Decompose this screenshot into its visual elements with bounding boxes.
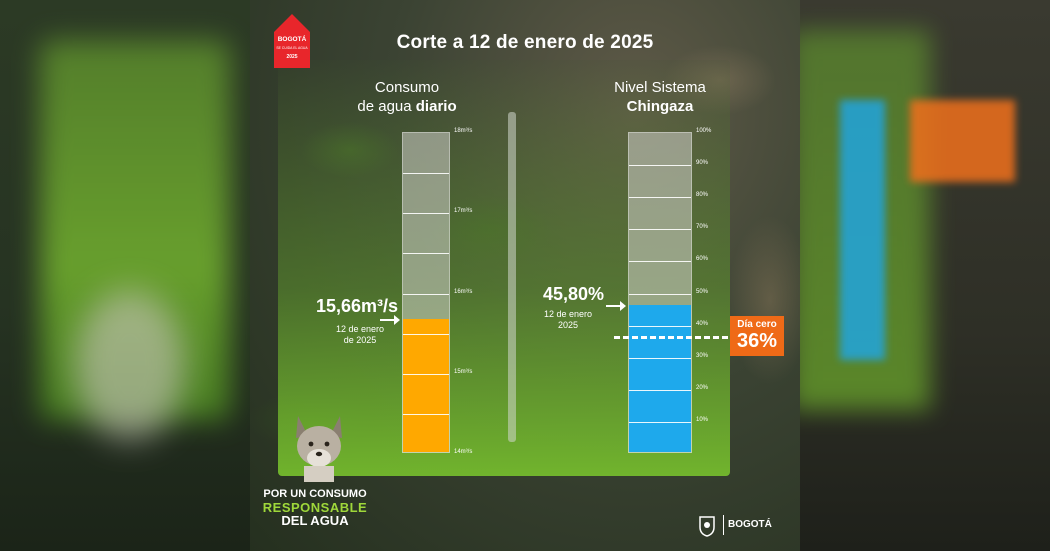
left-heading-line1: Consumo [374,79,440,96]
dia-cero-badge: Día cero 36% [730,316,784,356]
tick-label: 30% [696,352,709,359]
nivel-date-line1: 12 de enero [543,309,593,319]
tick-label: 10% [696,416,709,423]
dia-cero-dashed-line [614,336,728,340]
gauge-tick-line [629,261,691,263]
infographic-poster: BOGOTÁ SE CUIDA EL AGUA 2025 Corte a 12 … [250,0,800,551]
gauge-tick-line [629,197,691,199]
right-heading-line1: Nivel Sistema [614,79,706,96]
tick-label: 50% [696,288,709,295]
gauge-tick-line [629,165,691,167]
tick-label: 18m³/s [454,128,473,134]
left-heading-bold: diario [415,98,457,115]
right-chart-heading: Nivel Sistema Chingaza [595,78,725,116]
gauge-tick-line [629,229,691,231]
tick-label: 14m³/s [454,449,473,455]
footer-brand: BOGOTÁ [728,519,772,530]
blurred-gauge [840,100,885,360]
consumo-date-line2: de 2025 [343,335,377,345]
bogota-house-logo: BOGOTÁ SE CUIDA EL AGUA 2025 [274,14,310,68]
nivel-date: 12 de enero 2025 [528,309,608,331]
tick-label: 15m³/s [454,368,473,375]
gauge-tick-line [629,325,691,327]
nivel-pointer-arrow [606,300,626,311]
consumo-gauge [402,132,450,453]
tick-label: 17m³/s [454,208,473,215]
andean-fox-image [296,416,342,482]
dia-cero-value: 36% [736,330,778,352]
consumo-gauge-fill [403,318,449,452]
nivel-gauge-fill [629,304,691,452]
gauge-tick-line [403,413,449,415]
blurred-animal [75,290,185,440]
logo-house-text: BOGOTÁ [278,34,307,43]
right-heading-bold: Chingaza [626,98,694,115]
tick-label: 16m³/s [454,288,473,295]
footer-separator [723,515,724,535]
gauge-tick-line [403,213,449,215]
left-heading-prefix: de agua [357,98,416,115]
left-chart-heading: Consumo de agua diario [342,78,472,116]
tick-label: 20% [696,384,709,391]
gauge-tick-line [629,421,691,423]
logo-house-year: 2025 [286,54,297,60]
tick-label: 100% [696,128,712,134]
gauge-tick-line [403,333,449,335]
nivel-date-line2: 2025 [557,320,579,330]
consumo-date-line1: 12 de enero [335,324,385,334]
gauge-tick-line [403,173,449,175]
dia-cero-label: Día cero [737,319,777,330]
tick-label: 90% [696,160,709,167]
slogan-line3: DEL AGUA [281,513,349,528]
gauge-tick-line [629,357,691,359]
page-title: Corte a 12 de enero de 2025 [396,32,654,53]
blurred-badge [910,100,1015,182]
tick-label: 40% [696,320,709,327]
background-right-blur [800,0,1050,551]
consumo-value: 15,66m³/s [315,296,398,316]
right-heading-line2: Chingaza [595,97,725,116]
tick-label: 80% [696,192,709,199]
background-left-blur [0,0,250,551]
bogota-shield-icon [699,516,715,537]
slogan: POR UN CONSUMO RESPONSABLE DEL AGUA [260,488,370,527]
consumo-pointer-arrow [380,314,400,325]
consumo-date: 12 de enero de 2025 [310,324,410,346]
gauge-tick-line [403,293,449,295]
gauge-tick-line [403,253,449,255]
center-divider [508,112,516,442]
nivel-value: 45,80% [542,284,604,304]
gauge-tick-line [629,389,691,391]
gauge-tick-line [629,293,691,295]
left-heading-line2: de agua diario [342,97,472,116]
slogan-line1: POR UN CONSUMO [263,488,367,500]
gauge-tick-line [403,373,449,375]
logo-house-sub: SE CUIDA EL AGUA [276,46,308,50]
tick-label: 70% [696,224,709,231]
nivel-gauge [628,132,692,453]
tick-label: 60% [696,256,709,263]
slogan-line2: RESPONSABLE [262,500,368,515]
